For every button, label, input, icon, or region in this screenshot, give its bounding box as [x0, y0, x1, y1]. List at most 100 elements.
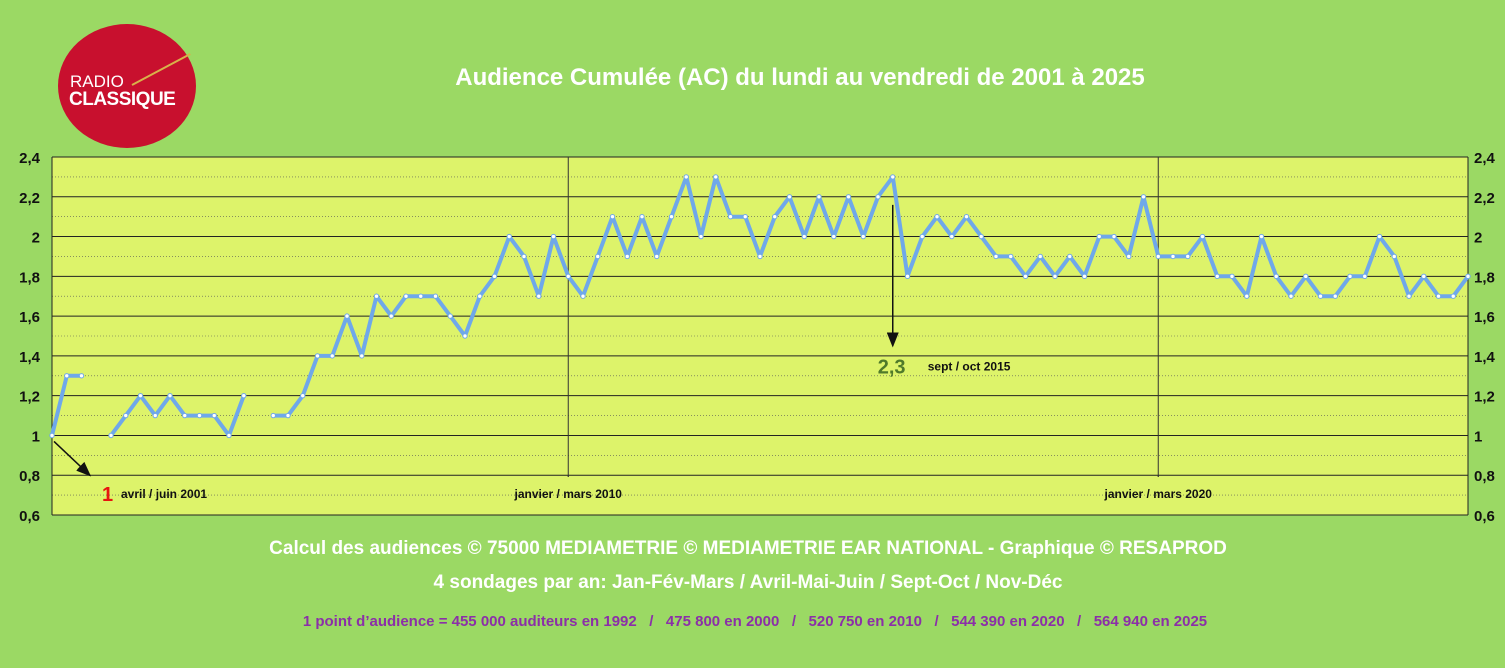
- data-point: [904, 273, 911, 280]
- data-point: [1126, 253, 1132, 260]
- data-point: [506, 233, 512, 240]
- data-point: [831, 233, 837, 240]
- y-tick-label-right: 1,2: [1474, 389, 1495, 406]
- start-period-label: avril / juin 2001: [121, 487, 207, 501]
- data-point: [1406, 293, 1412, 299]
- data-point: [403, 293, 409, 299]
- data-point: [816, 194, 822, 200]
- data-point: [1303, 273, 1309, 280]
- peak-value-label: 2,3: [878, 357, 906, 379]
- logo-classique-text: CLASSIQUE: [69, 89, 176, 110]
- data-point: [329, 353, 335, 359]
- y-tick-label-left: 2,4: [19, 150, 41, 167]
- y-tick-label-left: 1,2: [19, 389, 40, 406]
- data-point: [462, 333, 468, 339]
- data-point: [1199, 233, 1206, 240]
- data-point: [1096, 233, 1102, 240]
- data-point: [536, 293, 542, 299]
- data-point: [713, 174, 719, 180]
- data-point: [167, 392, 173, 399]
- data-point: [432, 293, 439, 299]
- data-point: [152, 412, 158, 419]
- y-tick-label-left: 1: [32, 428, 40, 445]
- data-point: [609, 213, 616, 220]
- data-point: [78, 373, 85, 379]
- data-point: [654, 253, 660, 260]
- y-tick-label-right: 1,4: [1474, 349, 1496, 366]
- data-point: [595, 253, 601, 260]
- data-point: [668, 213, 675, 220]
- data-point: [1185, 253, 1191, 260]
- data-point: [727, 213, 734, 220]
- data-point: [1140, 194, 1147, 200]
- data-point: [1022, 273, 1029, 280]
- data-point: [919, 233, 925, 240]
- data-point: [845, 194, 852, 200]
- radio-classique-logo: RADIO CLASSIQUE: [58, 24, 196, 148]
- data-point: [1052, 273, 1058, 280]
- y-tick-label-left: 0,8: [19, 468, 40, 485]
- data-point: [64, 373, 70, 379]
- y-tick-label-left: 1,4: [19, 349, 41, 366]
- y-tick-label-left: 2: [32, 230, 40, 247]
- period-marker-label: janvier / mars 2020: [1104, 487, 1213, 501]
- data-point: [1008, 253, 1014, 260]
- data-point: [270, 412, 276, 419]
- y-tick-label-right: 0,8: [1474, 468, 1495, 485]
- y-tick-label-left: 0,6: [19, 508, 40, 525]
- data-point: [963, 213, 970, 220]
- y-tick-label-left: 1,6: [19, 309, 40, 326]
- data-point: [1465, 273, 1471, 280]
- data-point: [801, 233, 807, 240]
- data-point: [359, 353, 365, 359]
- data-point: [521, 253, 527, 260]
- data-point: [934, 213, 940, 220]
- series-line-segment: [109, 393, 246, 438]
- data-point: [698, 233, 704, 240]
- data-point: [1435, 293, 1442, 299]
- data-point: [550, 233, 557, 240]
- data-point: [226, 432, 232, 439]
- data-point: [860, 233, 866, 240]
- peak-period-label: sept / oct 2015: [928, 360, 1011, 374]
- y-tick-label-right: 1,8: [1474, 269, 1495, 286]
- period-marker-label: janvier / mars 2010: [514, 487, 623, 501]
- y-tick-label-right: 1: [1474, 428, 1482, 445]
- start-value-label: 1: [102, 484, 113, 506]
- start-arrow: [53, 440, 92, 477]
- data-point: [123, 412, 129, 419]
- y-tick-label-right: 2,2: [1474, 190, 1495, 207]
- data-point: [1244, 293, 1250, 299]
- data-point: [1170, 253, 1176, 260]
- y-tick-label-left: 2,2: [19, 190, 40, 207]
- data-point: [1376, 233, 1383, 240]
- data-point: [1229, 273, 1235, 280]
- y-tick-label-left: 1,8: [19, 269, 40, 286]
- data-point: [491, 273, 498, 280]
- data-point: [1347, 273, 1353, 280]
- data-point: [624, 253, 630, 260]
- data-point: [49, 432, 55, 439]
- data-point: [565, 273, 571, 280]
- data-point: [285, 412, 291, 419]
- data-point: [772, 213, 778, 220]
- data-point: [742, 213, 748, 220]
- chart-title: Audience Cumulée (AC) du lundi au vendre…: [455, 64, 1145, 91]
- data-point: [639, 213, 645, 220]
- data-point: [1258, 233, 1265, 240]
- data-point: [137, 392, 144, 399]
- y-tick-label-right: 1,6: [1474, 309, 1495, 326]
- data-point: [786, 194, 793, 200]
- data-point: [314, 353, 321, 359]
- data-point: [949, 233, 955, 240]
- data-point: [1391, 253, 1397, 260]
- survey-periods-line: 4 sondages par an: Jan-Fév-Mars / Avril-…: [433, 572, 1063, 593]
- data-point: [1450, 293, 1456, 299]
- data-point: [875, 194, 881, 200]
- data-point: [1111, 233, 1117, 240]
- data-point: [477, 293, 483, 299]
- data-point: [1288, 293, 1294, 299]
- data-point: [1081, 273, 1088, 280]
- data-point: [993, 253, 999, 260]
